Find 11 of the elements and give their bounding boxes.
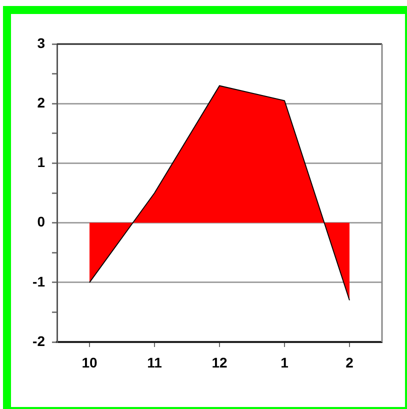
x-tick-label: 11 [147,354,162,370]
y-tick-label: -2 [32,332,46,349]
y-tick-label: 0 [37,214,46,230]
y-tick-label: 1 [37,154,46,170]
x-tick-label: 2 [346,354,354,370]
y-tick-label: 2 [37,94,46,110]
y-tick-label: -1 [32,273,46,290]
y-tick-label: 3 [37,34,46,51]
x-tick-label: 12 [212,354,228,370]
x-tick-label: 10 [82,354,98,370]
x-tick-label: 1 [280,354,289,370]
